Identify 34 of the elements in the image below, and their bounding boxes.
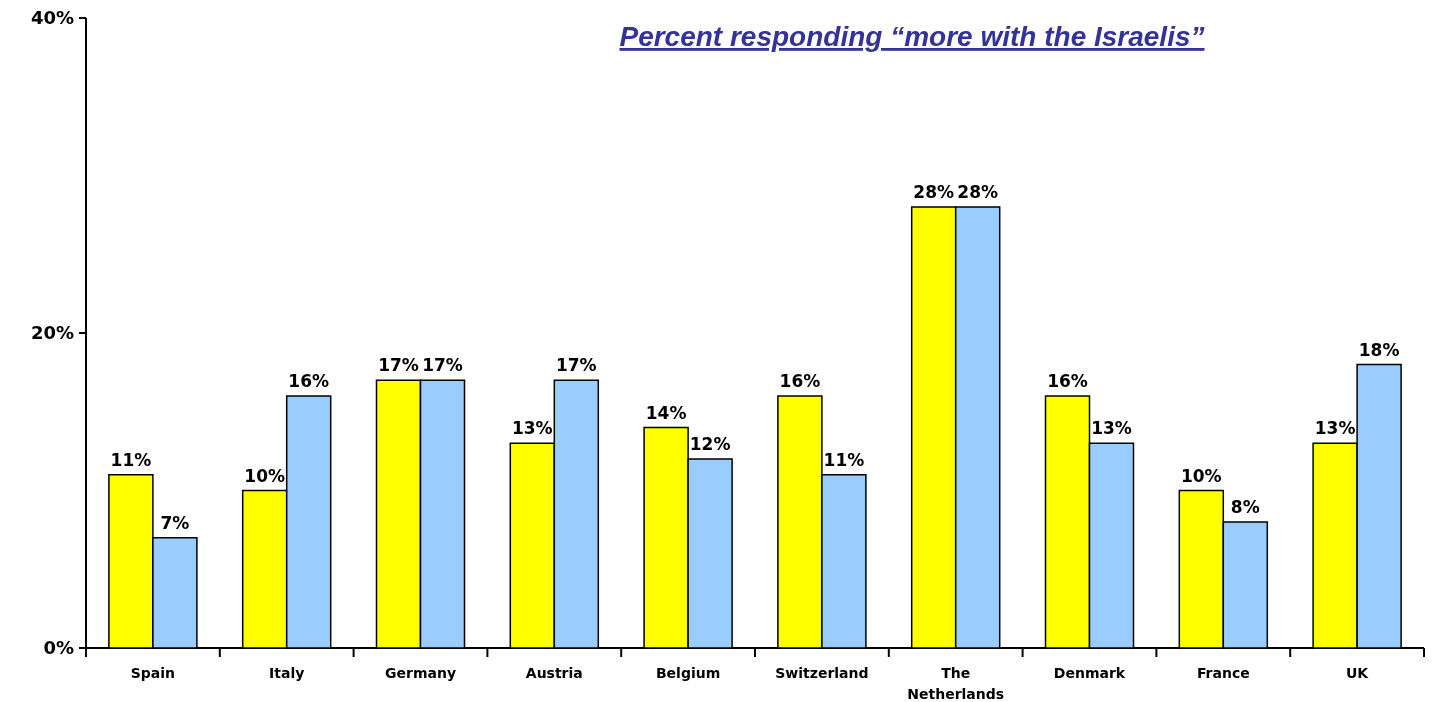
x-tick-label: Germany: [384, 665, 457, 681]
data-label: 28%: [913, 182, 955, 202]
data-label: 7%: [160, 512, 190, 533]
data-label: 12%: [689, 434, 731, 454]
data-label: 16%: [288, 371, 330, 391]
data-label: 13%: [511, 418, 553, 439]
data-label: 17%: [378, 355, 419, 376]
data-label: 17%: [555, 355, 597, 376]
chart-title: Percent responding “more with the Israelis”: [619, 21, 1205, 52]
data-label: 8%: [1230, 497, 1260, 517]
data-label: 11%: [110, 449, 152, 470]
data-label: 17%: [422, 355, 463, 376]
data-label: 10%: [244, 465, 286, 486]
x-tick-label: Italy: [269, 665, 305, 681]
data-label: 28%: [957, 182, 999, 202]
x-tick-label: Austria: [525, 665, 583, 681]
data-label: 10%: [1180, 465, 1222, 486]
data-label: 14%: [645, 402, 687, 423]
x-tick-label: Belgium: [655, 665, 721, 681]
y-tick-label: 0%: [43, 637, 74, 659]
y-tick-label: 40%: [30, 7, 74, 29]
x-tick-label: The Netherlands: [907, 665, 1005, 702]
data-label: 16%: [779, 371, 821, 391]
y-tick-label: 20%: [30, 322, 74, 344]
data-label: 13%: [1091, 418, 1132, 439]
data-label: 18%: [1358, 339, 1400, 360]
data-label: 11%: [823, 449, 865, 470]
x-tick-label: Switzerland: [775, 665, 869, 681]
x-tick-label: Spain: [130, 665, 176, 681]
x-tick-label: UK: [1345, 665, 1370, 681]
x-tick-label: Denmark: [1053, 665, 1126, 681]
data-label: 16%: [1047, 371, 1088, 391]
x-tick-label: France: [1196, 665, 1250, 681]
data-label: 13%: [1314, 418, 1356, 439]
